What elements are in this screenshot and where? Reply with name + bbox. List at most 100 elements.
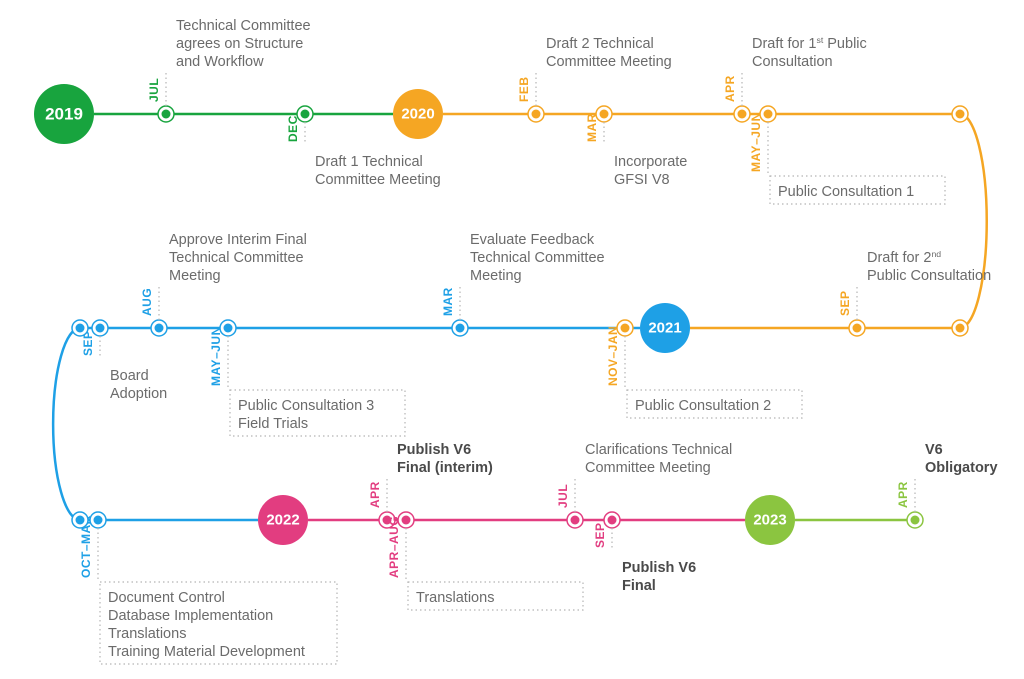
timeline-event: Approve Interim Final Technical Committee… [140,232,307,316]
timeline-node-dot [301,110,310,119]
timeline-node-dot [96,324,105,333]
timeline-event: Incorporate GFSI V8 MAR [585,113,687,188]
month-label: NOV–JAN [606,326,620,386]
timeline-node-dot [621,324,630,333]
event-text-group: V6Obligatory [925,442,998,476]
event-text-line: Translations [108,626,186,642]
timeline-node-dot [532,110,541,119]
event-text-group: Publish V6 Final (interim) [397,442,493,476]
timeline-event: Draft 2 TechnicalCommittee Meeting FEB [517,36,672,102]
month-label: MAR [441,287,455,316]
event-text-line: Final (interim) [397,460,493,476]
event-text-line: Final [622,578,656,594]
month-label: FEB [517,77,531,103]
timeline-node-dot [94,516,103,525]
event-text-line: Publish V6 [622,560,696,576]
timeline-node-dot [911,516,920,525]
month-label: MAY–JUN [209,326,223,386]
timeline-event: Technical Committee agrees on Structure an… [147,18,311,102]
timeline-node-dot [600,110,609,119]
event-text-group: BoardAdoption [110,368,167,402]
event-text-group: Public Consultation 2 [635,398,771,414]
event-text-line: Evaluate Feedback [470,232,595,248]
year-label: 2021 [648,320,681,337]
event-text-line: Committee Meeting [546,54,672,70]
event-text-line: Technical Committee [169,250,304,266]
month-label: APR–AUG [387,516,401,578]
month-label: MAY–JUN [749,112,763,172]
month-label: APR [723,75,737,102]
timeline-event: Public Consultation 1 MAY–JUN [749,112,945,204]
timeline-event: Draft for 2nd Public Consultation SEP [838,249,991,316]
event-text-line: Technical Committee [176,18,311,34]
event-text-line: agrees on Structure [176,36,303,52]
timeline-node-dot [402,516,411,525]
year-label: 2020 [401,106,434,123]
timeline-curve [53,328,80,520]
event-text-line: and Workflow [176,54,264,70]
timeline-event: Evaluate Feedback Technical Committee Meet… [441,232,605,316]
timeline-svg: Technical Committee agrees on Structure an… [0,0,1024,679]
month-label: DEC [286,115,300,142]
event-text-group: Public Consultation 1 [778,184,914,200]
timeline-node-dot [456,324,465,333]
timeline-event: Public Consultation 3Field Trials MAY–JUN [209,326,405,436]
event-text-line: Incorporate [614,154,687,170]
timeline-node-dot [853,324,862,333]
timeline-event: Clarifications Technical Committee Meetin… [556,442,732,508]
event-text-group: Public Consultation 3Field Trials [238,398,374,432]
event-text-group: Evaluate Feedback Technical Committee Meet… [470,232,605,284]
month-label: SEP [593,522,607,548]
event-text-group: Draft for 2nd Public Consultation [867,249,991,284]
year-label: 2023 [753,512,786,529]
month-label: SEP [838,290,852,316]
event-text-line: Technical Committee [470,250,605,266]
event-text-group: Technical Committee agrees on Structure an… [176,18,311,70]
event-text-line: Translations [416,590,494,606]
event-text-group: Approve Interim Final Technical Committee… [169,232,307,284]
year-label: 2022 [266,512,299,529]
event-text-line: Committee Meeting [585,460,711,476]
timeline-node-dot [76,516,85,525]
timeline-node-dot [224,324,233,333]
timeline-node-dot [738,110,747,119]
event-text-line: Public Consultation [867,268,991,284]
event-text-line: Publish V6 [397,442,471,458]
month-label: JUL [556,484,570,508]
event-text-line: Training Material Development [108,644,305,660]
month-label: JUL [147,78,161,102]
event-text-line: Database Implementation [108,608,273,624]
event-text-line: Approve Interim Final [169,232,307,248]
timeline-event: Translations APR–AUG [387,516,583,610]
event-text-line: Public Consultation 1 [778,184,914,200]
event-text-line: Meeting [470,268,522,284]
month-label: APR [368,481,382,508]
month-label: APR [896,481,910,508]
timeline-node-dot [956,324,965,333]
timeline-event: V6Obligatory APR [896,442,998,508]
event-text-line: Consultation [752,54,833,70]
timeline-event: BoardAdoptionSEP [81,330,167,402]
event-text-line: Adoption [110,386,167,402]
event-text-group: Draft 1 TechnicalCommittee Meeting [315,154,441,188]
event-text-line: GFSI V8 [614,172,670,188]
timeline-node-dot [162,110,171,119]
timeline-node-dot [76,324,85,333]
event-text-line: Clarifications Technical [585,442,732,458]
timeline-event: Public Consultation 2 NOV–JAN [606,326,802,418]
event-text-group: Clarifications Technical Committee Meetin… [585,442,732,476]
timeline-node-dot [571,516,580,525]
event-text-line: Public Consultation 3 [238,398,374,414]
event-text-group: Translations [416,590,494,606]
event-text-line: Draft for 2nd [867,249,941,266]
month-label: MAR [585,113,599,142]
event-text-group: Incorporate GFSI V8 [614,154,687,188]
event-text-line: Obligatory [925,460,998,476]
timeline-node-dot [155,324,164,333]
event-text-line: Public Consultation 2 [635,398,771,414]
event-text-line: Committee Meeting [315,172,441,188]
month-label: AUG [140,288,154,316]
event-text-group: Draft 2 TechnicalCommittee Meeting [546,36,672,70]
event-text-group: Draft for 1st PublicConsultation [752,35,867,70]
event-text-line: Document Control [108,590,225,606]
